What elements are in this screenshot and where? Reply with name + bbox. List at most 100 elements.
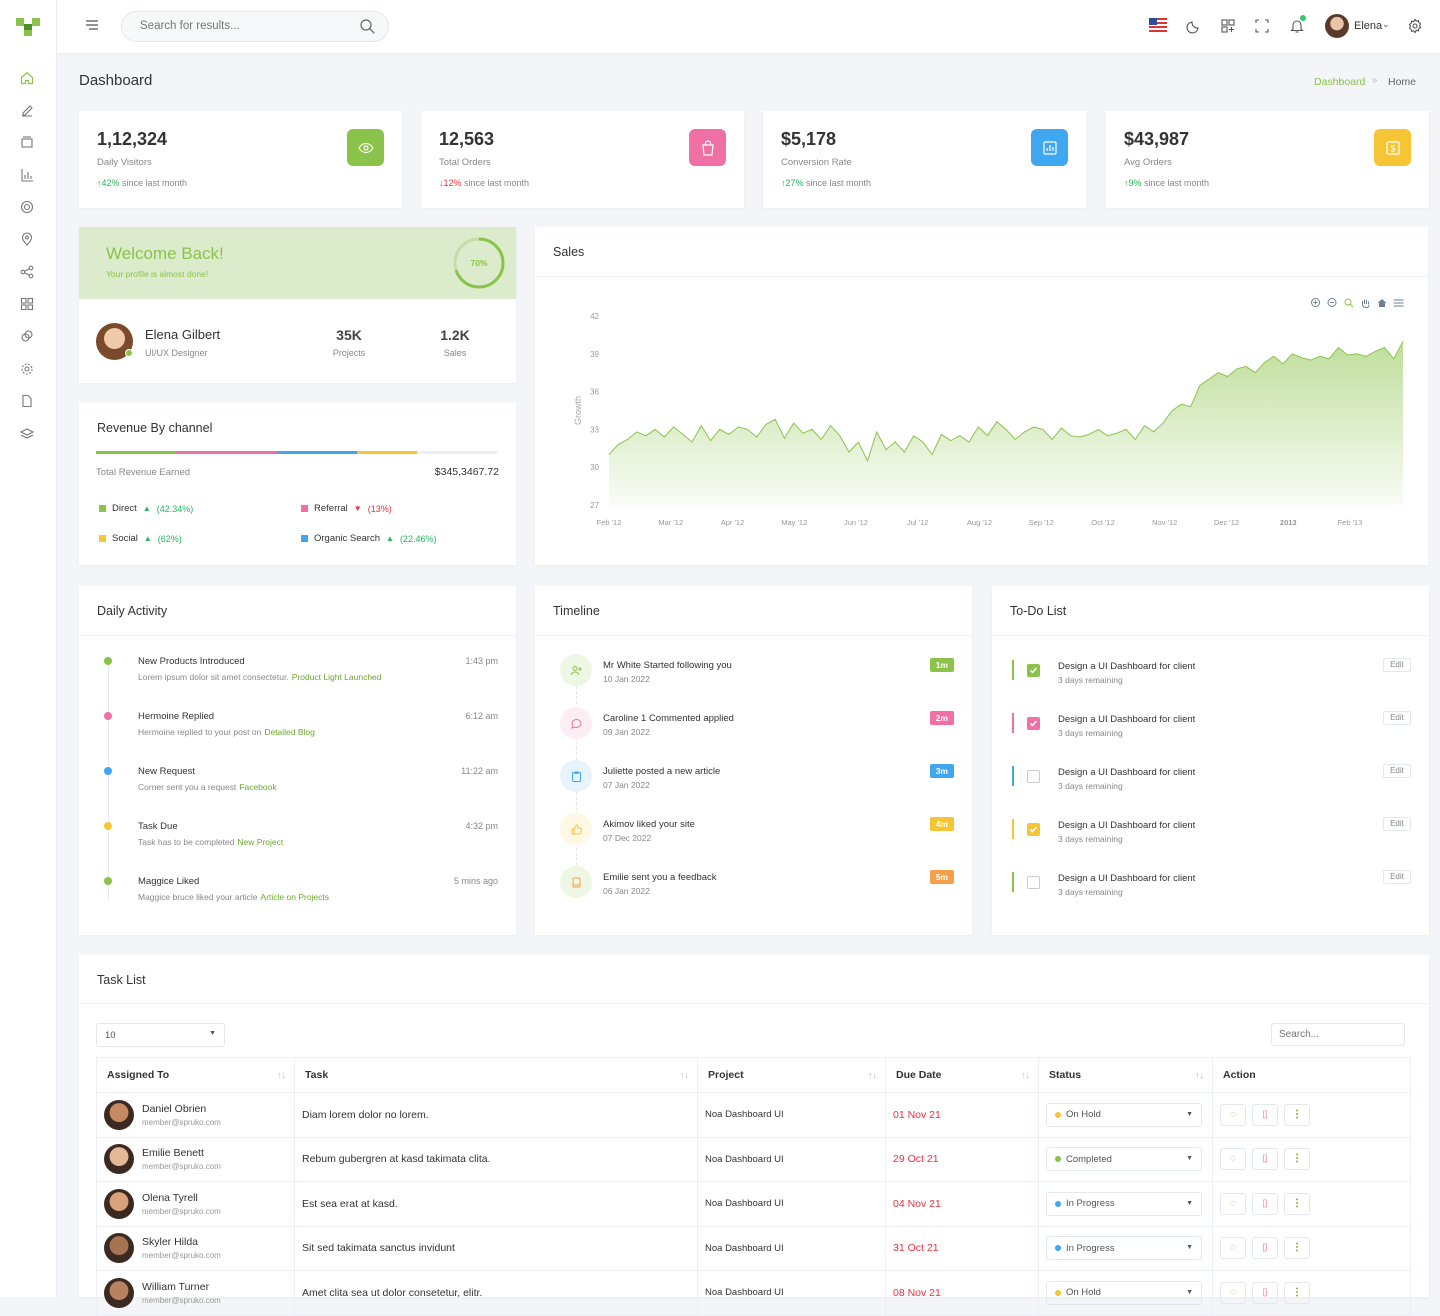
activity-link[interactable]: Detailed Blog: [264, 727, 315, 737]
y-tick-label: 33: [590, 425, 599, 434]
column-status[interactable]: Status ↑↓: [1038, 1057, 1213, 1093]
share-icon[interactable]: [18, 263, 36, 281]
status-select[interactable]: Completed ▼: [1046, 1147, 1202, 1172]
timeline-date: 07 Jan 2022: [603, 780, 650, 790]
gear-icon[interactable]: [1407, 18, 1425, 36]
chevron-down-icon[interactable]: ⌄: [1382, 19, 1390, 29]
todo-card: To-Do List Design a UI Dashboard for cli…: [992, 586, 1429, 935]
edit-button[interactable]: Edit: [1383, 711, 1411, 725]
sidebar: [0, 0, 57, 1297]
action-cell: ◌ ▯ ⋮: [1212, 1181, 1411, 1227]
activity-link[interactable]: Product Light Launched: [291, 672, 382, 682]
column-project[interactable]: Project ↑↓: [697, 1057, 886, 1093]
trash-icon[interactable]: ▯: [1252, 1103, 1278, 1126]
complete-icon[interactable]: ◌: [1220, 1281, 1246, 1304]
complete-icon[interactable]: ◌: [1220, 1192, 1246, 1215]
more-vertical-icon[interactable]: ⋮: [1284, 1103, 1310, 1126]
more-vertical-icon[interactable]: ⋮: [1284, 1148, 1310, 1171]
bar-chart-icon[interactable]: [18, 166, 36, 184]
more-vertical-icon[interactable]: ⋮: [1284, 1192, 1310, 1215]
column-due-date[interactable]: Due Date ↑↓: [885, 1057, 1039, 1093]
search-input[interactable]: [140, 20, 340, 32]
status-select[interactable]: On Hold ▼: [1046, 1280, 1202, 1305]
daily-activity-card: Daily Activity New Products Introduced Lo…: [79, 586, 516, 935]
activity-link[interactable]: Facebook: [239, 782, 277, 792]
table-header-row: Assigned To ↑↓ Task ↑↓ Project ↑↓ Due Date ↑…: [96, 1057, 1411, 1093]
edit-icon[interactable]: [18, 101, 36, 119]
page-size-select[interactable]: 10 ▼: [96, 1023, 225, 1047]
user-name[interactable]: Elena: [1354, 20, 1383, 32]
trash-icon[interactable]: ▯: [1252, 1192, 1278, 1215]
sort-icon[interactable]: ↑↓: [680, 1070, 689, 1080]
activity-desc-text: Hermoine replied to your post on: [138, 727, 262, 737]
sort-icon[interactable]: ↑↓: [277, 1070, 286, 1080]
grid-icon[interactable]: [18, 295, 36, 313]
menu-icon[interactable]: [1393, 299, 1404, 307]
more-vertical-icon[interactable]: ⋮: [1284, 1281, 1310, 1304]
edit-button[interactable]: Edit: [1383, 764, 1411, 778]
todo-checkbox[interactable]: [1027, 823, 1040, 836]
trash-icon[interactable]: ▯: [1252, 1237, 1278, 1260]
revenue-title: Revenue By channel: [97, 421, 213, 435]
column-assigned-to[interactable]: Assigned To ↑↓: [96, 1057, 295, 1093]
edit-button[interactable]: Edit: [1383, 817, 1411, 831]
moon-icon[interactable]: [1186, 18, 1204, 36]
breadcrumb-separator-icon: »: [1372, 75, 1378, 86]
link-icon[interactable]: [18, 327, 36, 345]
status-select[interactable]: In Progress ▼: [1046, 1236, 1202, 1261]
home-icon[interactable]: [1377, 299, 1387, 307]
due-date-cell: 31 Oct 21: [885, 1225, 1039, 1271]
pan-icon[interactable]: [1362, 299, 1370, 308]
activity-dot: [104, 712, 112, 720]
search-icon[interactable]: [359, 18, 376, 40]
us-flag-icon[interactable]: [1149, 18, 1167, 36]
sales-card: Sales 42 39 36 33 30 27 Growth Feb '12 Mar '12 Ap…: [535, 227, 1428, 565]
activity-link[interactable]: New Project: [237, 837, 284, 847]
avatar[interactable]: [1325, 14, 1349, 38]
home-icon[interactable]: [18, 69, 36, 87]
online-status-dot: [125, 349, 133, 357]
file-icon[interactable]: [18, 392, 36, 410]
complete-icon[interactable]: ◌: [1220, 1148, 1246, 1171]
status-value: On Hold: [1066, 1287, 1101, 1299]
magnify-icon[interactable]: [1344, 298, 1354, 308]
layers-icon[interactable]: [18, 133, 36, 151]
more-vertical-icon[interactable]: ⋮: [1284, 1237, 1310, 1260]
complete-icon[interactable]: ◌: [1220, 1103, 1246, 1126]
bell-icon[interactable]: [1289, 15, 1307, 36]
todo-checkbox[interactable]: [1027, 717, 1040, 730]
table-search-input[interactable]: [1271, 1023, 1405, 1046]
todo-checkbox[interactable]: [1027, 770, 1040, 783]
sort-icon[interactable]: ↑↓: [1021, 1070, 1030, 1080]
menu-toggle-icon[interactable]: [84, 18, 100, 37]
status-cell: In Progress ▼: [1038, 1181, 1213, 1227]
trash-icon[interactable]: ▯: [1252, 1281, 1278, 1304]
todo-checkbox[interactable]: [1027, 876, 1040, 889]
x-tick-label: Mar '12: [658, 518, 683, 527]
breadcrumb-dashboard[interactable]: Dashboard: [1314, 76, 1366, 88]
edit-button[interactable]: Edit: [1383, 658, 1411, 672]
aperture-icon[interactable]: [18, 198, 36, 216]
stat-label: Avg Orders: [1124, 157, 1172, 168]
zoom-in-icon[interactable]: [1311, 298, 1320, 307]
column-task[interactable]: Task ↑↓: [294, 1057, 698, 1093]
sort-icon[interactable]: ↑↓: [1195, 1070, 1204, 1080]
channel-organic-search: Organic Search ▲ (22.46%): [301, 533, 436, 544]
sort-icon[interactable]: ↑↓: [868, 1070, 877, 1080]
clipboard-icon: [560, 760, 592, 792]
zoom-out-icon[interactable]: [1327, 298, 1337, 307]
status-select[interactable]: On Hold ▼: [1046, 1102, 1202, 1127]
activity-link[interactable]: Article on Projects: [260, 892, 330, 902]
todo-checkbox[interactable]: [1027, 664, 1040, 677]
trash-icon[interactable]: ▯: [1252, 1148, 1278, 1171]
edit-button[interactable]: Edit: [1383, 870, 1411, 884]
status-select[interactable]: In Progress ▼: [1046, 1191, 1202, 1216]
complete-icon[interactable]: ◌: [1220, 1237, 1246, 1260]
status-value: On Hold: [1066, 1109, 1101, 1121]
stack-icon[interactable]: [18, 425, 36, 443]
settings-icon[interactable]: [18, 360, 36, 378]
fullscreen-icon[interactable]: [1254, 18, 1272, 36]
logo[interactable]: [16, 18, 40, 36]
apps-icon[interactable]: [1220, 18, 1238, 36]
map-pin-icon[interactable]: [18, 230, 36, 248]
